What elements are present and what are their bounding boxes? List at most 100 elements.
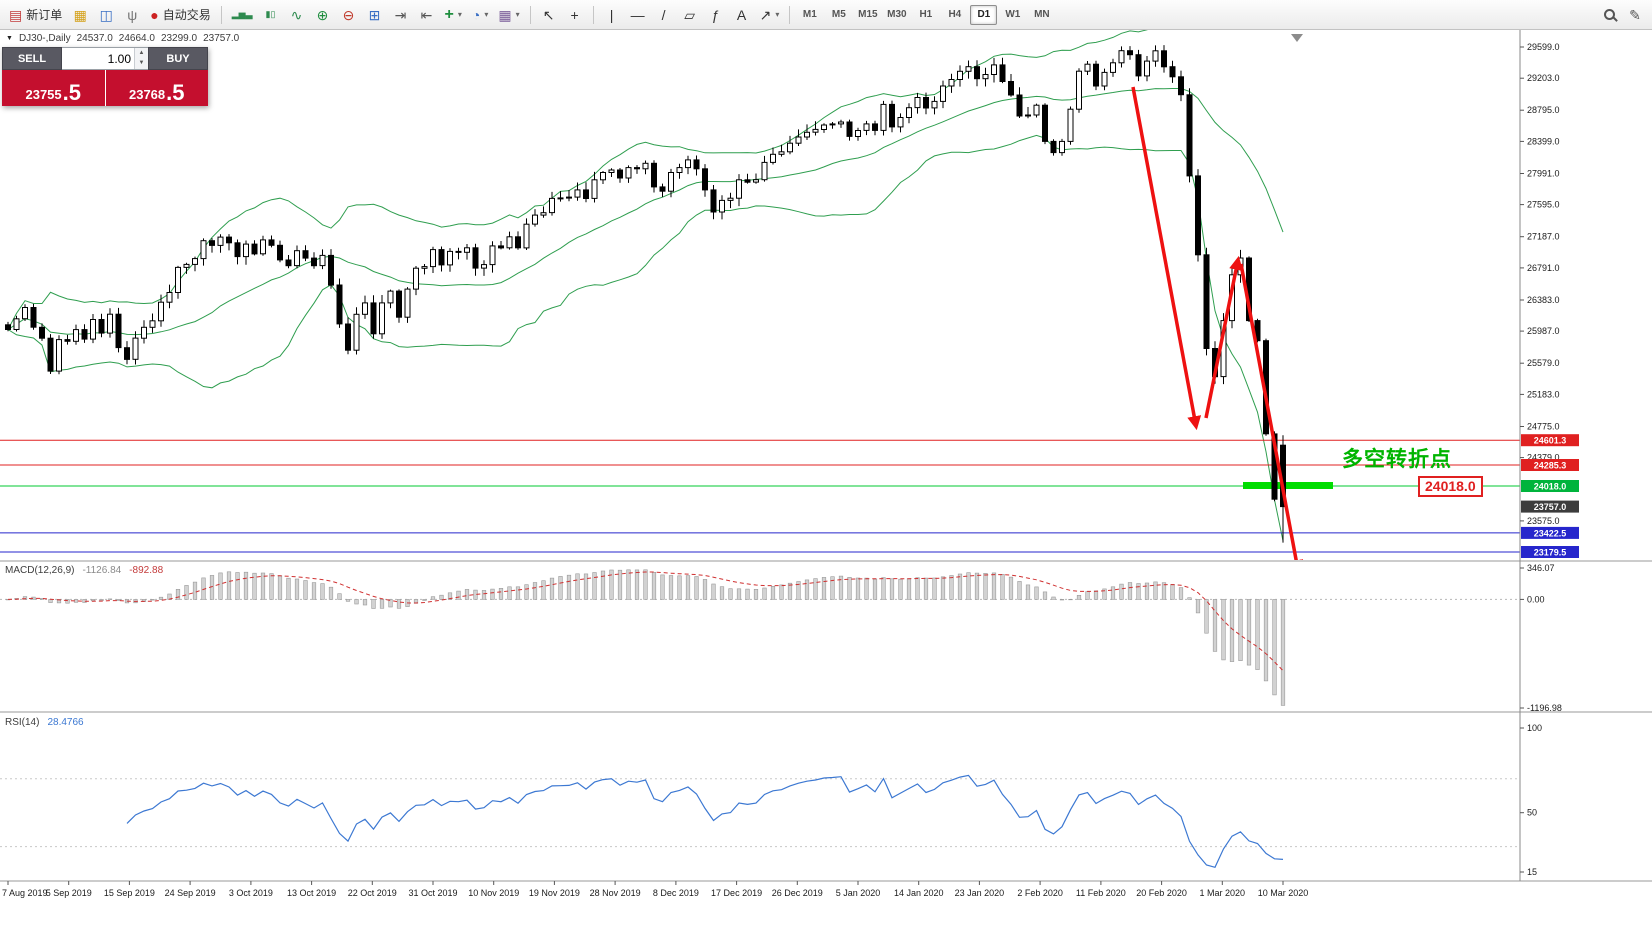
indicators-icon[interactable]: + ▾ [444,5,462,23]
svg-text:23 Jan 2020: 23 Jan 2020 [955,888,1005,898]
timeframe-m30-button[interactable]: M30 [887,9,907,20]
timeframe-m15-button[interactable]: M15 [858,9,878,20]
chart-shift-marker[interactable] [1291,34,1303,42]
svg-text:17 Dec 2019: 17 Dec 2019 [711,888,762,898]
crosshair-icon[interactable]: + [570,6,579,23]
rsi-ind-label: RSI(14) 28.4766 [5,717,84,728]
svg-text:20 Feb 2020: 20 Feb 2020 [1136,888,1187,898]
svg-text:0.00: 0.00 [1527,594,1545,604]
timeframe-mn-button[interactable]: MN [1034,9,1050,20]
candles-layer [5,45,1286,543]
trend-arrow-annotation[interactable] [1204,255,1243,419]
svg-text:24601.3: 24601.3 [1534,436,1567,446]
one-click-trading-panel: SELL ▲ ▼ BUY 23755.5 23768.5 [2,47,208,106]
rsi-value: 28.4766 [47,717,84,728]
svg-text:28 Nov 2019: 28 Nov 2019 [590,888,641,898]
trend-arrow-annotation[interactable] [1239,263,1304,570]
volume-spinner: ▲ ▼ [134,48,148,69]
svg-text:1 Mar 2020: 1 Mar 2020 [1200,888,1246,898]
arrows-icon[interactable]: ↗ ▾ [759,6,780,23]
svg-text:23179.5: 23179.5 [1534,548,1567,558]
cursor-icon[interactable]: ↖ [542,6,555,23]
price-tag [1521,546,1579,558]
svg-text:8 Dec 2019: 8 Dec 2019 [653,888,699,898]
price-tag [1521,459,1579,471]
sell-price-main: 23755 [25,86,62,102]
svg-text:22 Oct 2019: 22 Oct 2019 [348,888,397,898]
timeframe-w1-button[interactable]: W1 [1005,9,1021,20]
line-chart-icon[interactable]: ∿ [290,6,303,23]
buy-button[interactable]: BUY [148,47,208,70]
rsi-panel[interactable]: 100 50 15 [0,723,1542,877]
svg-text:28795.0: 28795.0 [1527,105,1560,115]
svg-text:29599.0: 29599.0 [1527,42,1560,52]
svg-text:26383.0: 26383.0 [1527,295,1560,305]
svg-text:31 Oct 2019: 31 Oct 2019 [408,888,457,898]
bar-chart-icon[interactable]: ▂▅▃ [231,9,253,19]
timeframe-m1-button[interactable]: M1 [802,9,817,20]
auto-scroll-icon[interactable]: ⇥ [394,6,407,23]
svg-text:27187.0: 27187.0 [1527,232,1560,242]
vertical-line-icon[interactable]: | [609,6,614,23]
macd-indicator-label: MACD(12,26,9) -1126.84 -892.88 [5,565,163,576]
data-window-icon[interactable]: ◫ [99,6,113,23]
trendline-icon[interactable]: / [661,6,666,23]
candlestick-chart-icon[interactable]: ▮▯ [265,9,276,19]
price-tag [1521,526,1579,539]
svg-text:23575.0: 23575.0 [1527,516,1560,526]
svg-text:19 Nov 2019: 19 Nov 2019 [529,888,580,898]
svg-text:2 Feb 2020: 2 Feb 2020 [1017,888,1063,898]
support-band-annotation[interactable] [1243,482,1333,489]
volume-input[interactable] [62,48,134,69]
trend-arrow-annotation[interactable] [1131,86,1202,431]
toolbar-separator [529,5,531,24]
chart-canvas[interactable]: 29599.0 29203.0 28795.0 28399.0 27991.0 27595… [0,30,1652,950]
svg-text:24018.0: 24018.0 [1534,482,1567,492]
search-icon[interactable] [1597,4,1621,26]
templates-icon[interactable]: ▦ ▾ [498,6,520,23]
toolbar-separator [789,5,791,24]
buy-price[interactable]: 23768.5 [106,70,209,106]
svg-text:28399.0: 28399.0 [1527,136,1560,146]
chart-shift-icon[interactable]: ⇤ [420,6,433,23]
timeframe-d1-button[interactable]: D1 [970,4,998,25]
price-axis[interactable]: 29599.0 29203.0 28795.0 28399.0 27991.0 27595… [1520,42,1579,558]
svg-text:5 Jan 2020: 5 Jan 2020 [836,888,881,898]
main-chart-layer [0,30,1520,570]
navigator-icon[interactable]: ψ [127,6,138,23]
turning-point-annotation[interactable]: 多空转折点 [1342,448,1452,471]
svg-text:50: 50 [1527,808,1537,818]
toolbar-separator [592,5,594,24]
price-tag [1521,480,1579,492]
timeframe-m5-button[interactable]: M5 [831,9,846,20]
periods-icon[interactable]: ◔ ▾ [471,6,489,23]
svg-text:29203.0: 29203.0 [1527,73,1560,83]
macd-panel[interactable]: 346.07 0.00 -1196.98 [0,563,1562,713]
new-order-button[interactable]: ▤ 新订单 [9,6,63,23]
svg-text:14 Jan 2020: 14 Jan 2020 [894,888,944,898]
auto-trading-button[interactable]: ● 自动交易 [150,6,211,23]
sell-price[interactable]: 23755.5 [2,70,106,106]
horizontal-line-icon[interactable]: — [630,6,645,23]
svg-text:10 Nov 2019: 10 Nov 2019 [468,888,519,898]
sell-button[interactable]: SELL [2,47,62,70]
text-icon[interactable]: A [736,6,747,23]
timeframe-h1-button[interactable]: H1 [919,9,933,20]
buy-price-main: 23768 [128,86,166,102]
svg-text:24285.3: 24285.3 [1534,461,1567,471]
new-chart-icon[interactable]: ✎ [1629,6,1641,23]
volume-down-button[interactable]: ▼ [135,58,148,69]
volume-up-button[interactable]: ▲ [135,48,148,59]
market-watch-icon[interactable]: ▦ [73,6,87,23]
zoom-in-icon[interactable]: ⊕ [316,6,329,23]
zoom-out-icon[interactable]: ⊖ [342,6,355,23]
svg-text:25579.0: 25579.0 [1527,358,1560,368]
timeframe-h4-button[interactable]: H4 [948,9,962,20]
fibonacci-icon[interactable]: ƒ [711,6,720,23]
channel-icon[interactable]: ▱ [684,6,695,23]
tile-windows-icon[interactable]: ⊞ [368,6,381,23]
price-level-flag[interactable]: 24018.0 [1418,476,1483,497]
svg-text:24 Sep 2019: 24 Sep 2019 [165,888,216,898]
